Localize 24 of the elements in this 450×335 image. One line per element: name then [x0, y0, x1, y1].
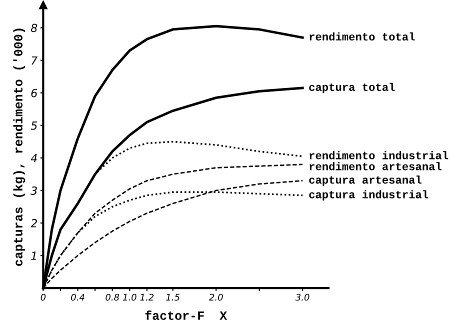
x-tick-label: 1.5: [166, 294, 180, 301]
series-label: captura industrial: [309, 190, 428, 201]
y-tick-label: 4: [30, 154, 37, 162]
x-tick-label: 1.2: [140, 294, 154, 301]
y-tick-label: 6: [31, 88, 38, 98]
x-tick-label: 0: [40, 294, 46, 301]
x-tick-label: 2.0: [208, 294, 223, 301]
x-tick-label: 0.8: [106, 294, 120, 301]
x-tick-label: 1.0: [122, 294, 136, 301]
y-tick-label: 5: [30, 122, 38, 130]
y-tick-label: 3: [30, 186, 37, 195]
y-tick-label: 7: [32, 56, 38, 65]
y-axis-title: capturas (kg), rendimento ('000): [13, 28, 26, 266]
x-tick-label: 3.0: [295, 294, 310, 301]
y-tick-label: 2: [30, 219, 37, 228]
y-tick-label: 8: [30, 24, 38, 32]
y-tick-label: 1: [31, 252, 36, 260]
x-axis-title: factor-F X: [145, 310, 228, 320]
x-tick-label: 0.4: [71, 294, 84, 301]
series-label: rendimento industrial: [310, 151, 448, 160]
series-label: captura total: [309, 82, 395, 94]
series-label: captura artesanal: [309, 176, 422, 186]
series-label: rendimento total: [310, 32, 415, 41]
series-label: rendimento artesanal: [310, 162, 442, 170]
